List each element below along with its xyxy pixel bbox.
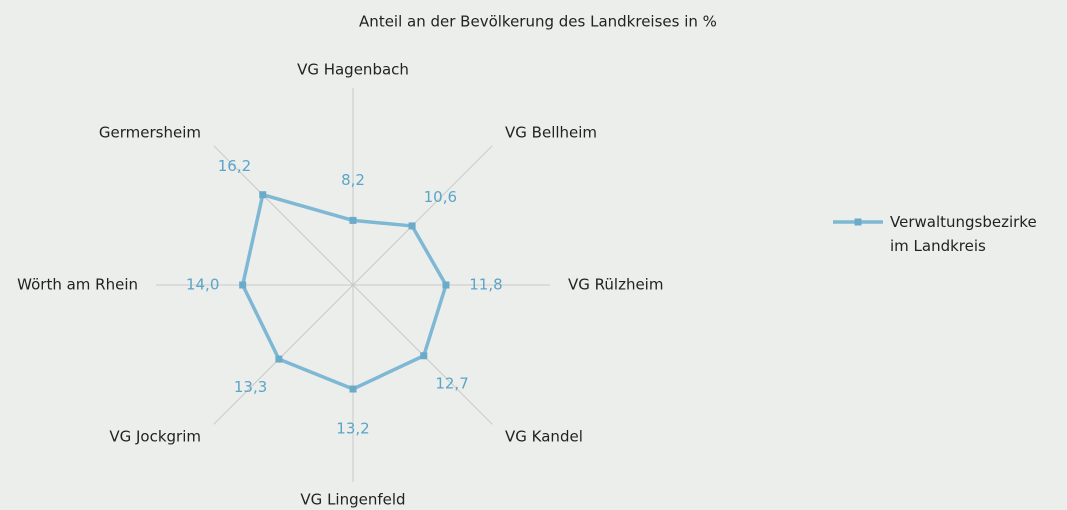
category-label: VG Rülzheim bbox=[568, 276, 663, 294]
value-label: 12,7 bbox=[435, 375, 468, 393]
value-label: 11,8 bbox=[469, 276, 502, 294]
value-label: 16,2 bbox=[218, 157, 251, 175]
category-label: Germersheim bbox=[99, 123, 201, 141]
legend-marker bbox=[854, 218, 862, 226]
chart-title: Anteil an der Bevölkerung des Landkreise… bbox=[359, 13, 717, 31]
spoke bbox=[213, 284, 354, 425]
spoke bbox=[213, 145, 354, 286]
category-label: VG Hagenbach bbox=[297, 61, 409, 79]
category-label: VG Bellheim bbox=[505, 123, 597, 141]
category-label: VG Jockgrim bbox=[109, 428, 201, 446]
data-point bbox=[442, 281, 450, 289]
data-point bbox=[239, 281, 247, 289]
value-label: 10,6 bbox=[424, 188, 457, 206]
spoke bbox=[352, 145, 493, 286]
data-point bbox=[408, 222, 416, 230]
value-label: 14,0 bbox=[186, 276, 219, 294]
data-point bbox=[259, 191, 267, 199]
data-point bbox=[420, 352, 428, 360]
legend-label: Verwaltungsbezirke im Landkreis bbox=[890, 213, 1037, 255]
value-label: 8,2 bbox=[341, 171, 365, 189]
category-label: Wörth am Rhein bbox=[17, 276, 138, 294]
category-label: VG Kandel bbox=[505, 428, 583, 446]
value-label: 13,3 bbox=[234, 378, 267, 396]
data-point bbox=[275, 355, 283, 363]
data-point bbox=[349, 216, 357, 224]
category-label: VG Lingenfeld bbox=[300, 491, 405, 509]
value-label: 13,2 bbox=[336, 420, 369, 438]
data-point bbox=[349, 385, 357, 393]
